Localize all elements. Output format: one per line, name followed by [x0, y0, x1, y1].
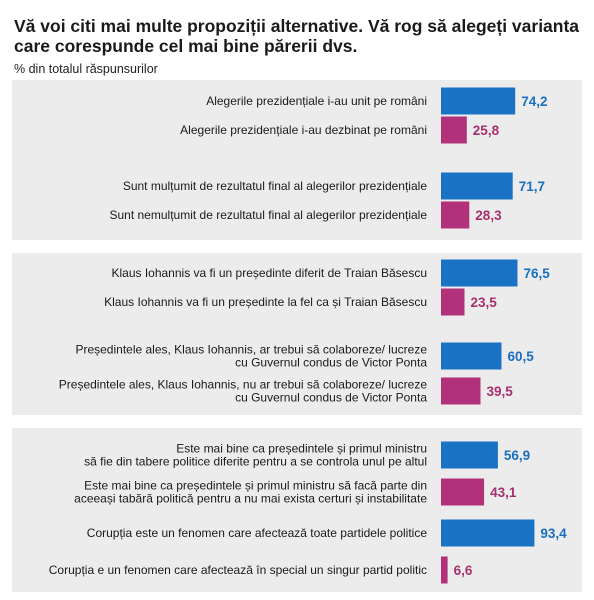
bar-label: Este mai bine ca președintele și primul … [84, 479, 427, 493]
bar [441, 87, 516, 115]
bar [441, 172, 513, 200]
bar [441, 116, 467, 144]
data-label: 43,1 [490, 485, 517, 500]
data-label: 71,7 [519, 179, 545, 194]
bar-label: Alegerile prezidențiale i-au unit pe rom… [206, 94, 427, 108]
bar-label: Este mai bine ca președintele și primul … [176, 442, 427, 456]
data-label: 56,9 [504, 448, 530, 463]
bar [441, 519, 535, 547]
data-label: 6,6 [454, 563, 473, 578]
bar-label: Sunt nemulțumit de rezultatul final al a… [109, 208, 427, 222]
data-label: 28,3 [475, 208, 502, 223]
bar [441, 342, 502, 370]
chart-subtitle: % din totalul răspunsurilor [14, 62, 158, 76]
bar-label: cu Guvernul condus de Victor Ponta [235, 391, 427, 405]
bar-label: cu Guvernul condus de Victor Ponta [235, 356, 427, 370]
data-label: 60,5 [508, 349, 535, 364]
bar-label: Sunt mulțumit de rezultatul final al ale… [123, 179, 427, 193]
bar [441, 556, 448, 584]
bar [441, 259, 518, 287]
data-label: 74,2 [521, 94, 547, 109]
data-label: 23,5 [471, 295, 498, 310]
data-label: 76,5 [524, 266, 551, 281]
bar-label: să fie din tabere politice diferite pent… [84, 455, 427, 469]
bar [441, 201, 470, 229]
bar-label: Alegerile prezidențiale i-au dezbinat pe… [180, 123, 427, 137]
bar [441, 478, 485, 506]
bar [441, 377, 481, 405]
bar-label: Președintele ales, Klaus Iohannis, ar tr… [75, 343, 427, 357]
bar [441, 441, 498, 469]
data-label: 39,5 [487, 384, 514, 399]
bar [441, 288, 465, 316]
bar-label: Corupția e un fenomen care afectează în … [49, 563, 427, 577]
bar-label: Klaus Iohannis va fi un președinte la fe… [104, 295, 427, 309]
bar-label: Corupția este un fenomen care afectează … [87, 526, 428, 540]
bar-label: Klaus Iohannis va fi un președinte difer… [111, 266, 427, 280]
data-label: 93,4 [540, 526, 567, 541]
bar-label: aceeași tabără politică pentru a nu mai … [74, 492, 427, 506]
data-label: 25,8 [473, 123, 500, 138]
chart-title: Vă voi citi mai multe propoziții alterna… [14, 16, 580, 56]
bar-label: Președintele ales, Klaus Iohannis, nu ar… [59, 378, 428, 392]
